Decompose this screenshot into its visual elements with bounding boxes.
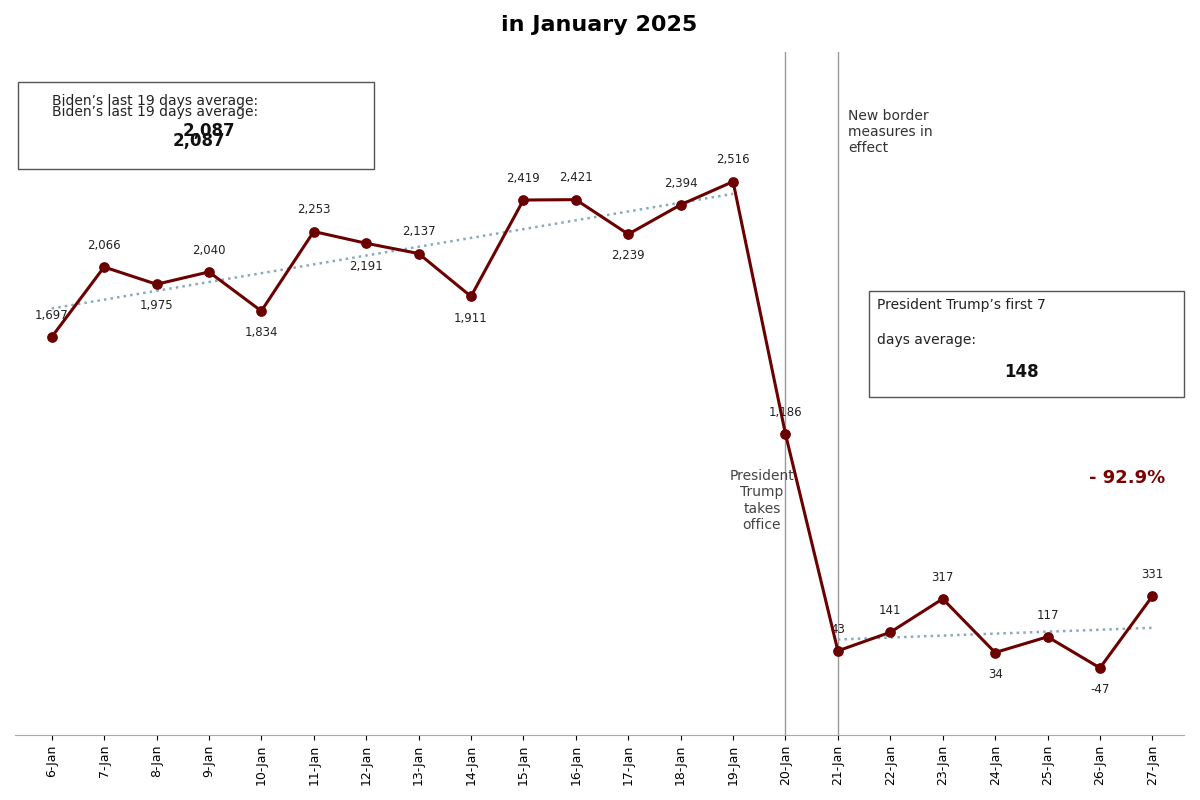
Point: [671, 198, 690, 211]
FancyBboxPatch shape: [18, 82, 374, 170]
Text: President Trump’s first 7: President Trump’s first 7: [877, 298, 1046, 313]
Text: 2,137: 2,137: [402, 226, 436, 238]
Text: 2,394: 2,394: [664, 177, 697, 190]
Text: 317: 317: [931, 570, 954, 584]
Point: [461, 290, 480, 303]
Point: [828, 645, 847, 658]
Title: in January 2025: in January 2025: [502, 15, 697, 35]
Point: [724, 175, 743, 188]
Text: 1,186: 1,186: [769, 406, 803, 418]
Text: 2,066: 2,066: [88, 239, 121, 252]
Text: 2,421: 2,421: [559, 171, 593, 185]
Point: [934, 593, 953, 606]
Point: [985, 646, 1004, 659]
Point: [146, 278, 166, 290]
Text: 2,419: 2,419: [506, 172, 540, 185]
Text: 2,087: 2,087: [172, 131, 224, 150]
Text: 331: 331: [1141, 568, 1164, 581]
Text: 2,239: 2,239: [612, 250, 646, 262]
Point: [776, 427, 796, 440]
Text: Biden’s last 19 days average:: Biden’s last 19 days average:: [52, 105, 258, 119]
Point: [1091, 662, 1110, 674]
Point: [881, 626, 900, 638]
Text: 34: 34: [988, 668, 1002, 681]
Text: 141: 141: [880, 604, 901, 617]
Point: [514, 194, 533, 206]
Point: [95, 261, 114, 274]
Text: -47: -47: [1091, 683, 1110, 696]
Point: [619, 228, 638, 241]
Point: [304, 225, 323, 238]
Text: 1,911: 1,911: [454, 311, 488, 325]
Point: [42, 330, 61, 343]
Text: 148: 148: [1004, 363, 1039, 381]
Point: [1038, 630, 1057, 643]
Text: 2,040: 2,040: [192, 244, 226, 257]
Text: 1,975: 1,975: [139, 299, 173, 313]
FancyBboxPatch shape: [869, 291, 1184, 397]
Text: 2,087: 2,087: [182, 122, 235, 140]
Point: [566, 194, 586, 206]
Text: days average:: days average:: [877, 333, 976, 346]
Text: 1,697: 1,697: [35, 309, 68, 322]
Point: [199, 266, 218, 278]
Point: [409, 247, 428, 260]
Text: 43: 43: [830, 622, 845, 636]
Text: 2,253: 2,253: [298, 203, 330, 216]
Text: Biden’s last 19 days average:: Biden’s last 19 days average:: [52, 94, 258, 107]
Text: - 92.9%: - 92.9%: [1090, 470, 1165, 487]
Text: President
Trump
takes
office: President Trump takes office: [730, 470, 794, 532]
Text: New border
measures in
effect: New border measures in effect: [848, 109, 932, 155]
Point: [252, 305, 271, 318]
Text: 1,834: 1,834: [245, 326, 278, 339]
Text: 117: 117: [1037, 609, 1058, 622]
Point: [1142, 590, 1162, 602]
Text: 2,516: 2,516: [716, 154, 750, 166]
Text: 2,191: 2,191: [349, 260, 383, 274]
Point: [356, 237, 376, 250]
